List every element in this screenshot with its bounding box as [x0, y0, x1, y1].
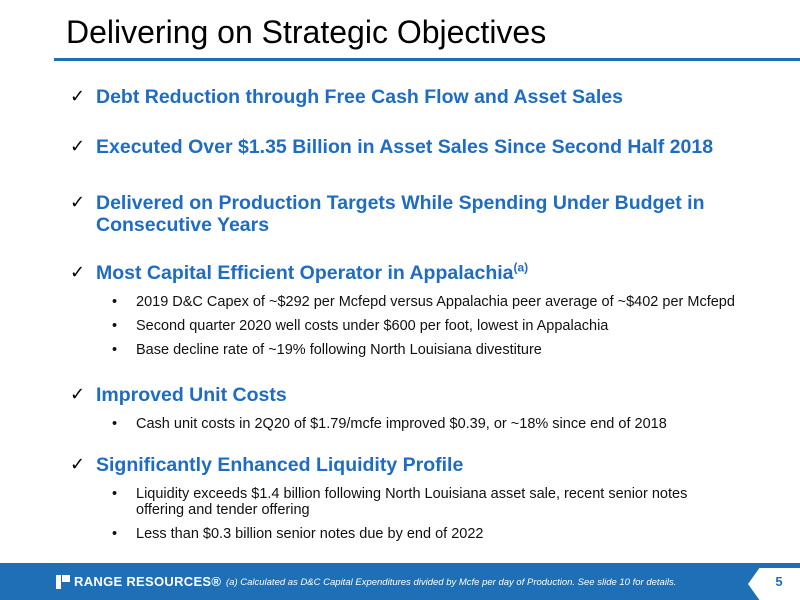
- check-icon: ✓: [70, 192, 86, 213]
- slide-title: Delivering on Strategic Objectives: [66, 14, 547, 50]
- objectives-list: ✓ Debt Reduction through Free Cash Flow …: [70, 84, 790, 550]
- title-bar: Delivering on Strategic Objectives: [0, 0, 800, 61]
- logo-text: RANGE RESOURCES®: [74, 574, 222, 589]
- objective-liquidity: ✓ Significantly Enhanced Liquidity Profi…: [70, 452, 790, 542]
- list-item: Base decline rate of ~19% following Nort…: [70, 342, 790, 358]
- check-icon: ✓: [70, 136, 86, 157]
- list-item: Liquidity exceeds $1.4 billion following…: [70, 486, 710, 518]
- objective-heading: Executed Over $1.35 Billion in Asset Sal…: [96, 136, 714, 158]
- sub-bullets: Cash unit costs in 2Q20 of $1.79/mcfe im…: [70, 416, 790, 432]
- page-number: 5: [775, 574, 783, 589]
- title-divider: [54, 58, 800, 61]
- sub-bullets: Liquidity exceeds $1.4 billion following…: [70, 486, 790, 542]
- list-item: Second quarter 2020 well costs under $60…: [70, 318, 790, 334]
- objective-asset-sales: ✓ Executed Over $1.35 Billion in Asset S…: [70, 134, 790, 160]
- check-icon: ✓: [70, 86, 86, 107]
- footnote: (a) Calculated as D&C Capital Expenditur…: [226, 577, 677, 588]
- check-icon: ✓: [70, 454, 86, 475]
- list-item: 2019 D&C Capex of ~$292 per Mcfepd versu…: [70, 294, 790, 310]
- objective-heading: Debt Reduction through Free Cash Flow an…: [96, 86, 623, 108]
- objective-heading: Most Capital Efficient Operator in Appal…: [96, 260, 529, 285]
- objective-heading: Significantly Enhanced Liquidity Profile: [96, 454, 464, 476]
- check-icon: ✓: [70, 262, 86, 283]
- objective-unit-costs: ✓ Improved Unit Costs Cash unit costs in…: [70, 382, 790, 432]
- footnote-marker: (a): [513, 260, 529, 275]
- range-resources-logo-icon: [56, 574, 70, 589]
- page-number-tab: [748, 568, 800, 600]
- list-item: Less than $0.3 billion senior notes due …: [70, 526, 790, 542]
- objective-heading: Improved Unit Costs: [96, 384, 287, 406]
- objective-production-targets: ✓ Delivered on Production Targets While …: [70, 190, 790, 236]
- objective-capital-efficiency: ✓ Most Capital Efficient Operator in App…: [70, 260, 790, 359]
- objective-debt-reduction: ✓ Debt Reduction through Free Cash Flow …: [70, 84, 790, 110]
- sub-bullets: 2019 D&C Capex of ~$292 per Mcfepd versu…: [70, 294, 790, 358]
- list-item: Cash unit costs in 2Q20 of $1.79/mcfe im…: [70, 416, 790, 432]
- check-icon: ✓: [70, 384, 86, 405]
- footer-bar: [0, 563, 800, 600]
- company-logo: RANGE RESOURCES®: [56, 574, 221, 589]
- objective-heading: Delivered on Production Targets While Sp…: [96, 192, 705, 236]
